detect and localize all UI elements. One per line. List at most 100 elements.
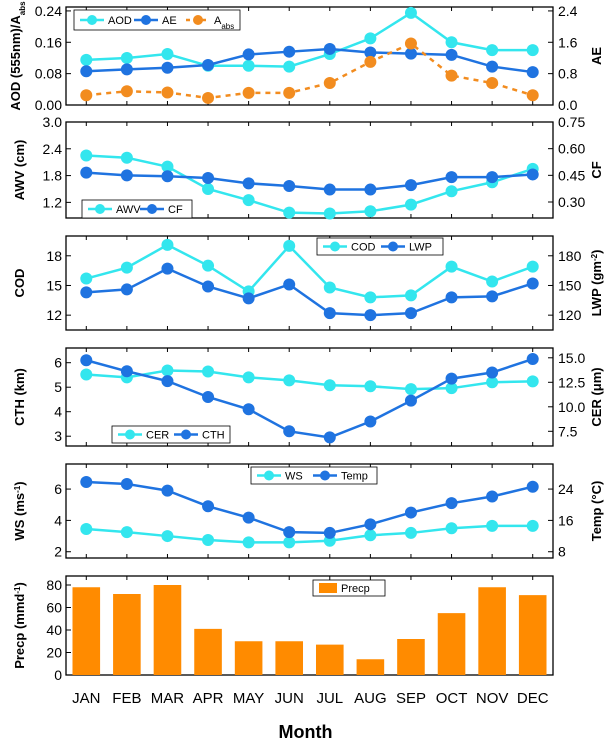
bar-oct [437, 613, 466, 675]
point-temp-sep [404, 506, 417, 519]
legend-marker [388, 241, 398, 252]
point-cth-dec [526, 353, 539, 366]
x-tick-label-feb: FEB [112, 690, 141, 707]
point-ae-jun [283, 45, 296, 58]
y-axis-title-left: AOD (555nm)/Aabs [8, 1, 27, 111]
point-lwp-mar [161, 262, 174, 275]
y-tick-label-left: 4 [54, 404, 62, 420]
point-temp-aug [364, 518, 377, 531]
y-tick-label-right: 150 [558, 277, 582, 293]
legend-label: AOD [108, 15, 132, 27]
point-ae-sep [404, 47, 417, 60]
plot-frame [65, 347, 554, 447]
point-cth-aug [364, 415, 377, 428]
x-tick-label-oct: OCT [436, 690, 468, 707]
point-cf-jan [80, 166, 93, 179]
point-aod-sep [404, 6, 417, 19]
legend-label: CER [146, 430, 169, 442]
series-line-awv [86, 154, 534, 215]
point-cer-jun [283, 374, 296, 387]
point-cod-dec [526, 260, 539, 273]
point-temp-dec [526, 480, 539, 493]
point-ws-aug [364, 529, 377, 542]
point-awv-oct [445, 185, 458, 198]
point-cer-oct [445, 382, 458, 395]
point-aabs-oct [445, 69, 458, 82]
point-ae-aug [364, 46, 377, 59]
point-cf-dec [526, 168, 539, 181]
point-awv-feb [120, 151, 133, 164]
y-axis-title-right: CER (μm) [589, 367, 604, 426]
y-tick-label-left: 60 [46, 600, 62, 616]
y-tick-label-right: 7.5 [558, 423, 578, 439]
legend-marker [87, 15, 97, 25]
y-axis-title-left: COD [12, 269, 27, 298]
point-ws-feb [120, 526, 133, 539]
legend: WS Temp [250, 466, 378, 485]
y-tick-label-left: 6 [54, 481, 62, 497]
y-tick-label-right: 1.6 [558, 34, 578, 50]
legend-swatch [319, 583, 337, 593]
point-lwp-feb [120, 283, 133, 296]
point-aabs-mar [161, 86, 174, 99]
legend-label: LWP [409, 242, 432, 254]
point-cth-oct [445, 372, 458, 385]
point-awv-jun [283, 206, 296, 219]
plot-frame [65, 575, 554, 676]
y-tick-label-left: 3 [54, 428, 62, 444]
point-cer-dec [526, 375, 539, 388]
y-tick-label-right: 0.45 [558, 167, 585, 183]
chart-panel-6: 0 20 40 60 80 Precp (mmd-1) Precp [12, 575, 554, 683]
y-tick-label-left: 6 [54, 355, 62, 371]
point-lwp-jun [283, 278, 296, 291]
x-tick-label-jul: JUL [316, 690, 343, 707]
point-ws-mar [161, 530, 174, 543]
series-line-ws [86, 524, 533, 544]
point-lwp-may [242, 292, 255, 305]
point-cf-aug [364, 183, 377, 196]
plot-frame [65, 6, 554, 106]
y-tick-label-left: 80 [46, 577, 62, 593]
y-axis-title-left: AWV (cm) [12, 140, 27, 201]
point-aod-aug [364, 32, 377, 45]
point-temp-may [242, 511, 255, 524]
y-tick-label-right: 0.8 [558, 66, 578, 82]
point-temp-mar [161, 484, 174, 497]
y-tick-label-right: 0.0 [558, 97, 578, 113]
point-cth-may [242, 403, 255, 416]
legend: Precp [312, 579, 386, 597]
point-cer-sep [404, 383, 417, 396]
chart-panel-4: 3 4 5 6 7.5 10.0 12.5 15.0 CTH (km) CER (μm) CER CT… [12, 347, 604, 447]
point-temp-apr [202, 500, 215, 513]
y-tick-label-left: 0 [54, 667, 62, 683]
y-tick-label-left: 20 [46, 645, 62, 661]
point-cod-jan [80, 272, 93, 285]
legend-label: CTH [202, 430, 225, 442]
point-ws-nov [486, 519, 499, 532]
y-tick-label-left: 0.16 [35, 34, 62, 50]
point-ae-mar [161, 61, 174, 74]
y-tick-label-left: 18 [46, 248, 62, 264]
point-cth-sep [404, 394, 417, 407]
point-ws-sep [404, 526, 417, 539]
legend-marker [193, 15, 203, 25]
point-lwp-jul [323, 307, 336, 320]
y-tick-label-left: 5 [54, 379, 62, 395]
point-ws-oct [445, 522, 458, 535]
point-ae-feb [120, 63, 133, 76]
legend-marker [141, 15, 151, 25]
x-tick-label-apr: APR [193, 690, 224, 707]
legend-box [316, 237, 444, 256]
point-cf-nov [486, 171, 499, 184]
point-temp-jul [323, 526, 336, 539]
bar-mar [153, 585, 182, 675]
legend-marker [264, 470, 274, 481]
y-tick-label-left: 3.0 [43, 114, 63, 130]
point-cer-mar [161, 364, 174, 377]
point-ae-oct [445, 48, 458, 61]
y-tick-label-left: 40 [46, 622, 62, 638]
y-tick-label-right: 8 [558, 544, 566, 560]
bar-jan [72, 587, 101, 675]
x-tick-label-aug: AUG [354, 690, 387, 707]
